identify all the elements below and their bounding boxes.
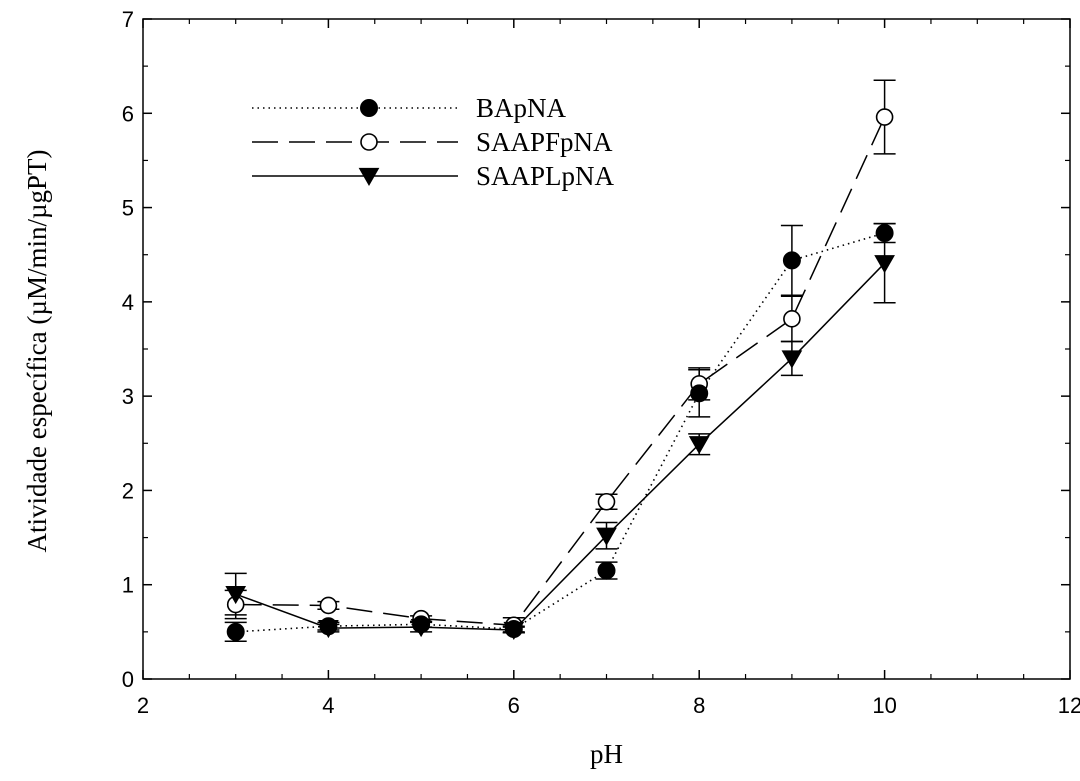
series-line-SAAPFpNA bbox=[235, 116, 886, 627]
legend-label-SAAPFpNA: SAAPFpNA bbox=[476, 127, 613, 157]
x-tick-label: 8 bbox=[693, 693, 705, 718]
y-tick-label: 0 bbox=[122, 667, 134, 692]
data-point-BApNA bbox=[504, 620, 523, 639]
legend-label-BApNA: BApNA bbox=[476, 93, 567, 123]
legend-label-SAAPLpNA: SAAPLpNA bbox=[476, 161, 615, 191]
data-point-BApNA bbox=[690, 384, 709, 403]
series-line-BApNA bbox=[235, 232, 885, 633]
data-point-SAAPLpNA bbox=[874, 255, 895, 274]
data-point-BApNA bbox=[782, 251, 801, 270]
y-tick-label: 3 bbox=[122, 384, 134, 409]
data-point-BApNA bbox=[319, 617, 338, 636]
x-tick-label: 2 bbox=[137, 693, 149, 718]
data-point-SAAPLpNA bbox=[225, 586, 247, 605]
legend: BApNA SAAPFpNA SAAPLpNA bbox=[252, 86, 676, 206]
y-tick-label: 6 bbox=[122, 101, 134, 126]
data-point-SAAPLpNA bbox=[688, 436, 710, 455]
y-tick-label: 1 bbox=[122, 573, 134, 598]
data-point-BApNA bbox=[875, 224, 894, 243]
y-tick-label: 2 bbox=[122, 478, 134, 503]
y-axis-title: Atividade específica (µM/min/µgPT) bbox=[22, 149, 52, 552]
data-point-BApNA bbox=[412, 615, 431, 634]
series-lines bbox=[235, 116, 886, 633]
legend-background bbox=[458, 86, 676, 206]
y-tick-label: 5 bbox=[122, 196, 134, 221]
series-layer bbox=[224, 79, 896, 643]
x-tick-label: 4 bbox=[322, 693, 334, 718]
series-line-SAAPLpNA bbox=[235, 262, 886, 631]
data-point-SAAPLpNA bbox=[596, 527, 617, 546]
series-markers bbox=[225, 108, 895, 641]
x-tick-label: 6 bbox=[508, 693, 520, 718]
x-axis: 2 4 6 8 10 12 bbox=[137, 19, 1080, 718]
legend-marker-SAAPLpNA bbox=[358, 167, 380, 187]
legend-marker-BApNA bbox=[360, 99, 378, 117]
y-tick-label: 4 bbox=[122, 290, 134, 315]
data-point-SAAPLpNA bbox=[781, 350, 803, 369]
data-point-SAAPFpNA bbox=[875, 108, 894, 126]
legend-marker-SAAPFpNA bbox=[360, 133, 378, 151]
data-point-SAAPFpNA bbox=[783, 310, 801, 328]
data-point-BApNA bbox=[226, 622, 245, 641]
x-axis-title: pH bbox=[590, 739, 623, 769]
x-tick-label: 12 bbox=[1058, 693, 1080, 718]
y-tick-label: 7 bbox=[122, 7, 134, 32]
data-point-BApNA bbox=[597, 561, 616, 580]
x-tick-label: 10 bbox=[872, 693, 896, 718]
y-axis: 0 1 2 3 4 5 6 7 bbox=[122, 7, 1070, 692]
data-point-SAAPFpNA bbox=[597, 492, 616, 511]
data-point-SAAPFpNA bbox=[319, 596, 338, 615]
